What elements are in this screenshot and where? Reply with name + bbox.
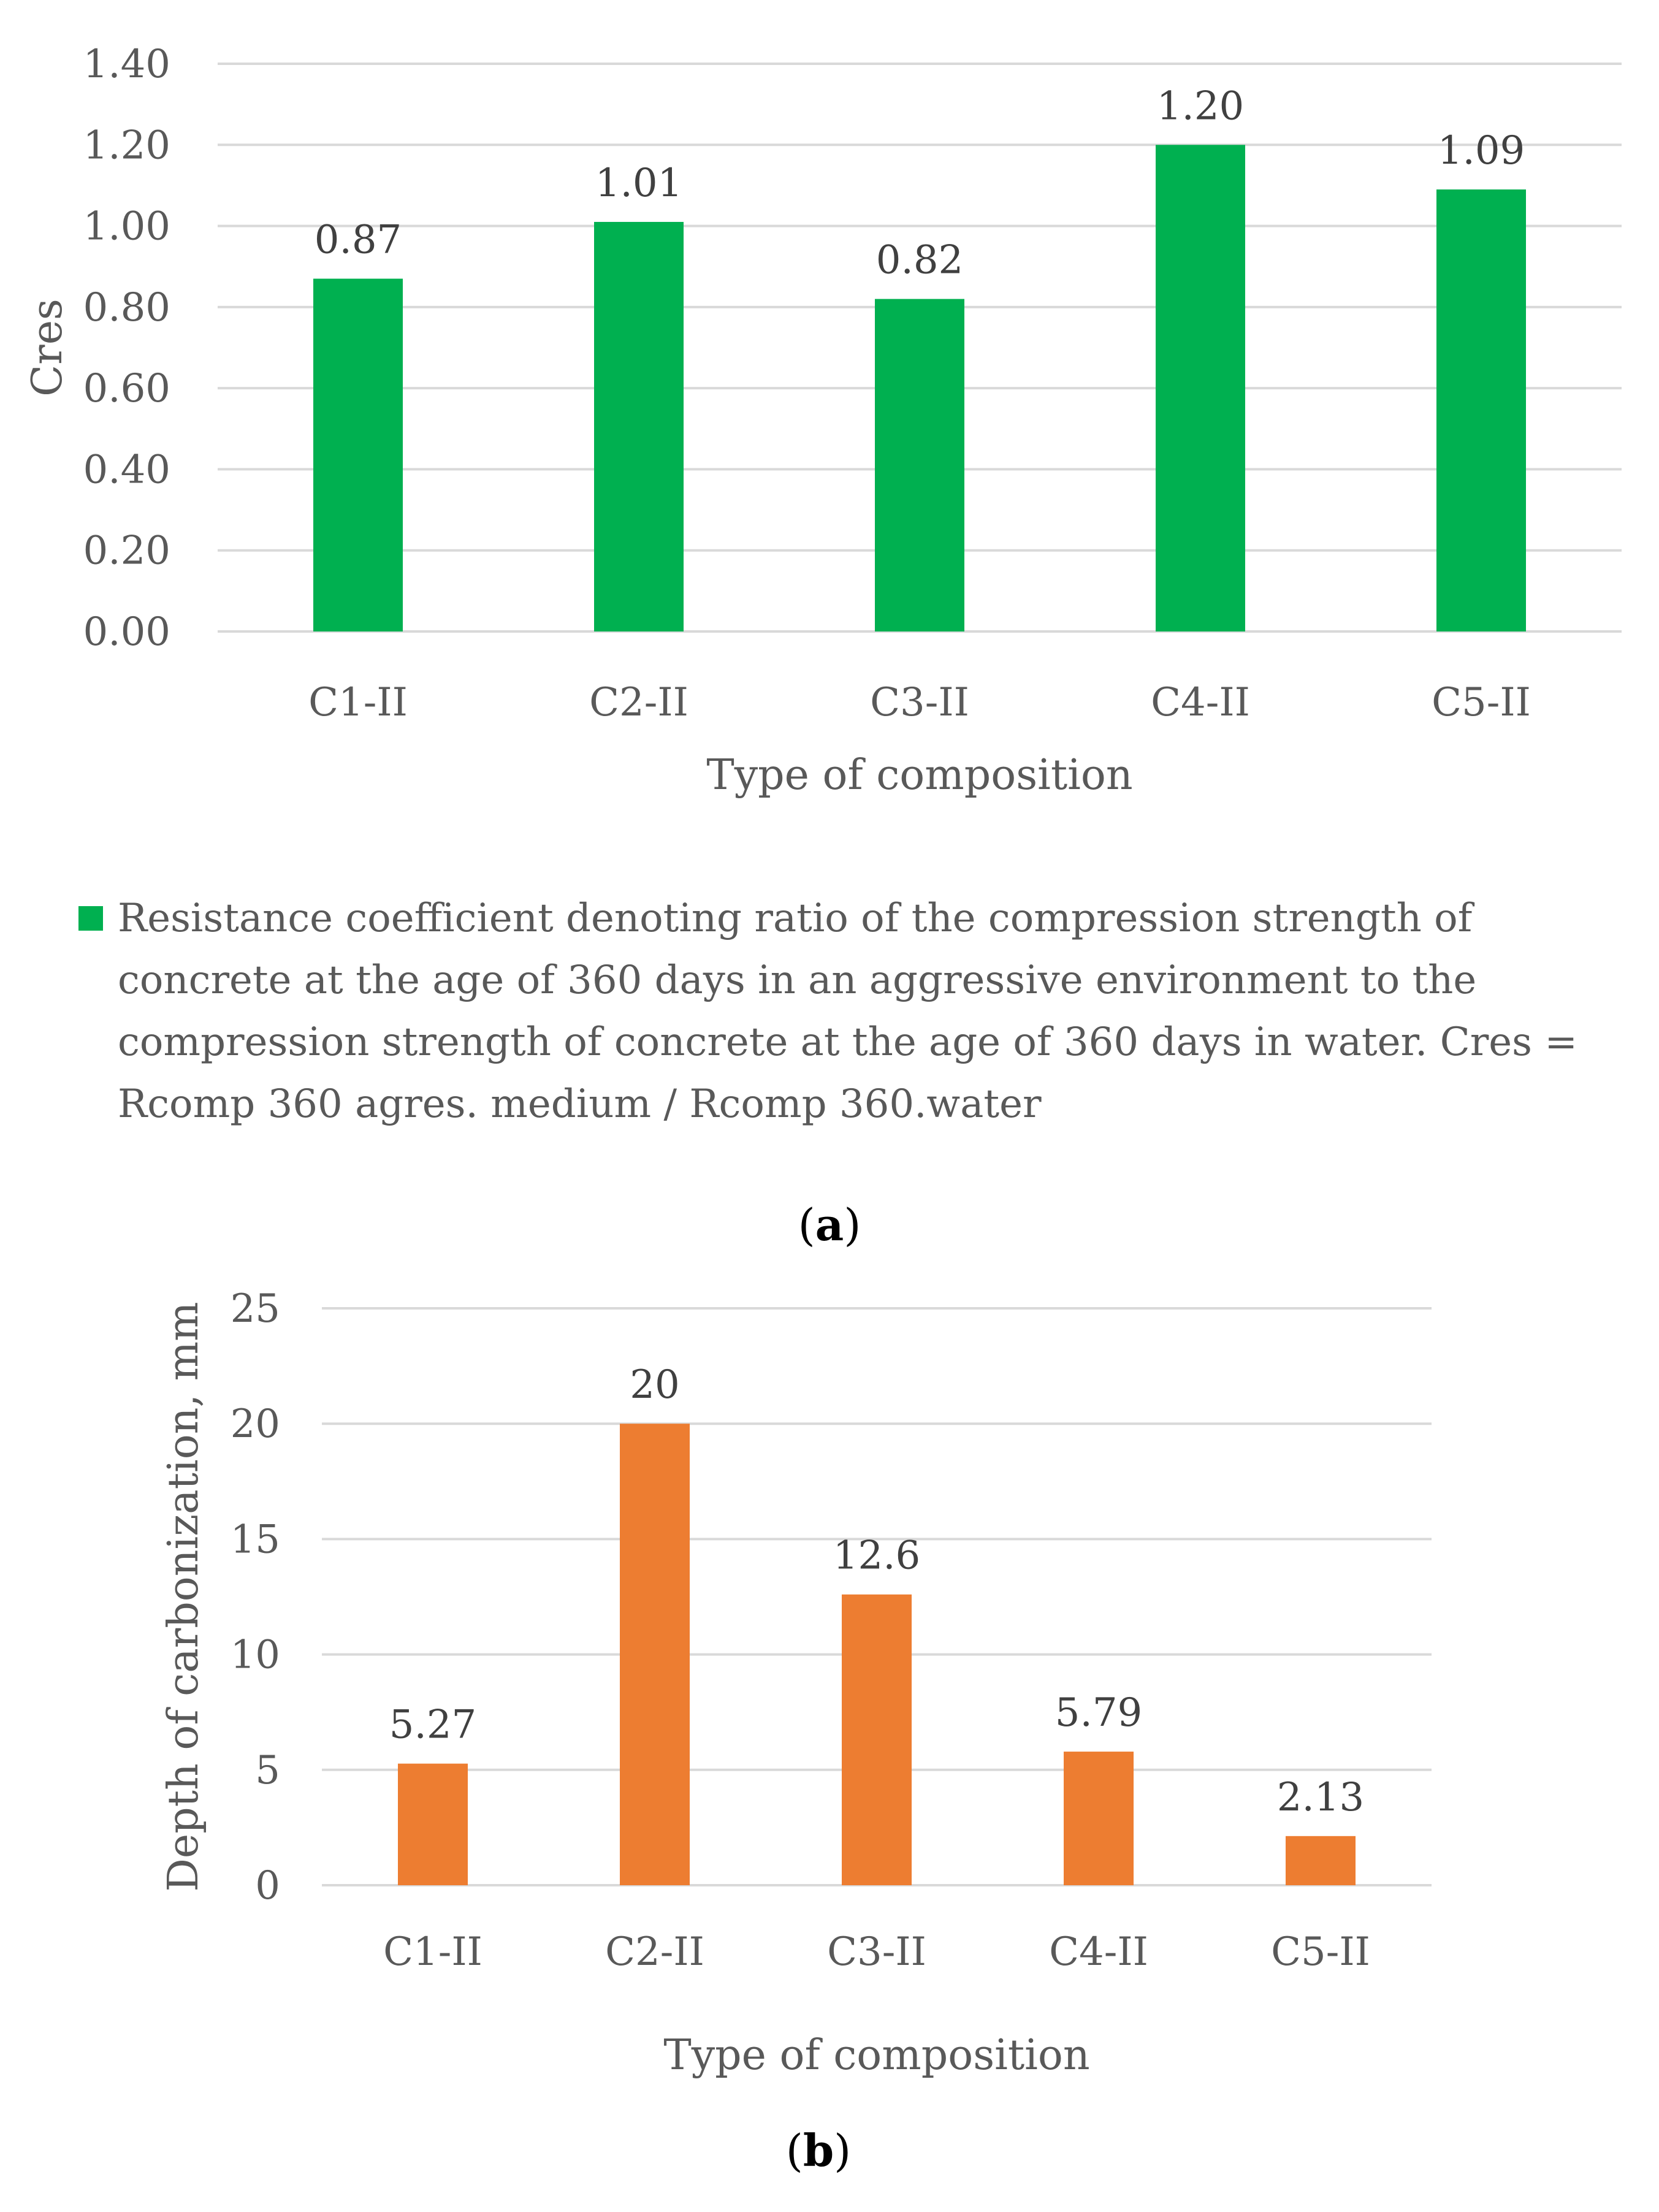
x-axis-title: Type of composition: [663, 2031, 1089, 2080]
y-tick-label: 0.00: [83, 609, 171, 655]
x-tick-label: C2-II: [589, 680, 688, 725]
data-label: 5.79: [1055, 1690, 1143, 1736]
y-tick-label: 15: [231, 1517, 280, 1562]
caption-a: (a): [798, 1199, 861, 1251]
bar-c5-ii: [1436, 189, 1526, 631]
x-tick-label: C3-II: [827, 1929, 926, 1975]
x-tick-label: C3-II: [870, 680, 969, 725]
y-tick-label: 25: [231, 1286, 280, 1332]
x-axis-title: Type of composition: [706, 751, 1132, 799]
data-label: 12.6: [833, 1533, 921, 1579]
data-label: 1.20: [1157, 83, 1245, 129]
x-tick-label: C5-II: [1271, 1929, 1370, 1975]
y-tick-label: 0.80: [83, 285, 171, 330]
x-tick-label: C1-II: [308, 680, 408, 725]
y-tick-label: 0.40: [83, 447, 171, 492]
bar-c1-ii: [313, 278, 403, 631]
bar-c3-ii: [842, 1594, 912, 1885]
bar-c3-ii: [875, 299, 964, 632]
x-tick-label: C4-II: [1151, 680, 1250, 725]
data-label: 1.09: [1438, 128, 1525, 174]
x-tick-label: C1-II: [383, 1929, 482, 1975]
data-label: 20: [630, 1362, 679, 1408]
data-label: 0.87: [315, 218, 402, 263]
y-axis-title: Depth of carbonization, mm: [159, 1302, 208, 1891]
caption-b: (b): [785, 2124, 852, 2176]
bar-c2-ii: [594, 221, 684, 631]
x-tick-label: C4-II: [1049, 1929, 1148, 1975]
x-tick-label: C5-II: [1432, 680, 1531, 725]
y-axis-title: Cres: [23, 299, 72, 397]
y-tick-label: 1.40: [83, 42, 171, 87]
x-tick-label: C2-II: [605, 1929, 704, 1975]
chart-b: 0 5 10 15 20 25 5.27 C1-II 20 C2-II 12.6 C3-II 5.79 C…: [159, 1286, 1432, 2080]
y-tick-label: 1.20: [83, 123, 171, 168]
bar-c1-ii: [398, 1763, 468, 1885]
legend-entry: Resistance coefficient denoting ratio of…: [118, 896, 1577, 1127]
y-tick-label: 0.60: [83, 366, 171, 411]
y-tick-label: 0.20: [83, 528, 171, 574]
y-tick-label: 1.00: [83, 204, 171, 250]
bar-c4-ii: [1156, 145, 1245, 632]
data-label: 1.01: [595, 161, 683, 206]
data-label: 5.27: [389, 1703, 477, 1748]
bar-c5-ii: [1286, 1836, 1356, 1885]
bar-c2-ii: [620, 1424, 690, 1885]
legend-swatch: [78, 906, 103, 931]
bar-c4-ii: [1064, 1752, 1134, 1885]
y-tick-label: 10: [231, 1633, 280, 1678]
data-label: 2.13: [1277, 1775, 1365, 1820]
chart-a: 0.00 0.20 0.40 0.60 0.80 1.00 1.20 1.40 0.87 C1-I…: [23, 42, 1622, 799]
y-tick-label: 0: [255, 1863, 280, 1909]
y-tick-label: 20: [231, 1402, 280, 1447]
y-tick-label: 5: [255, 1748, 280, 1793]
data-label: 0.82: [876, 238, 964, 283]
